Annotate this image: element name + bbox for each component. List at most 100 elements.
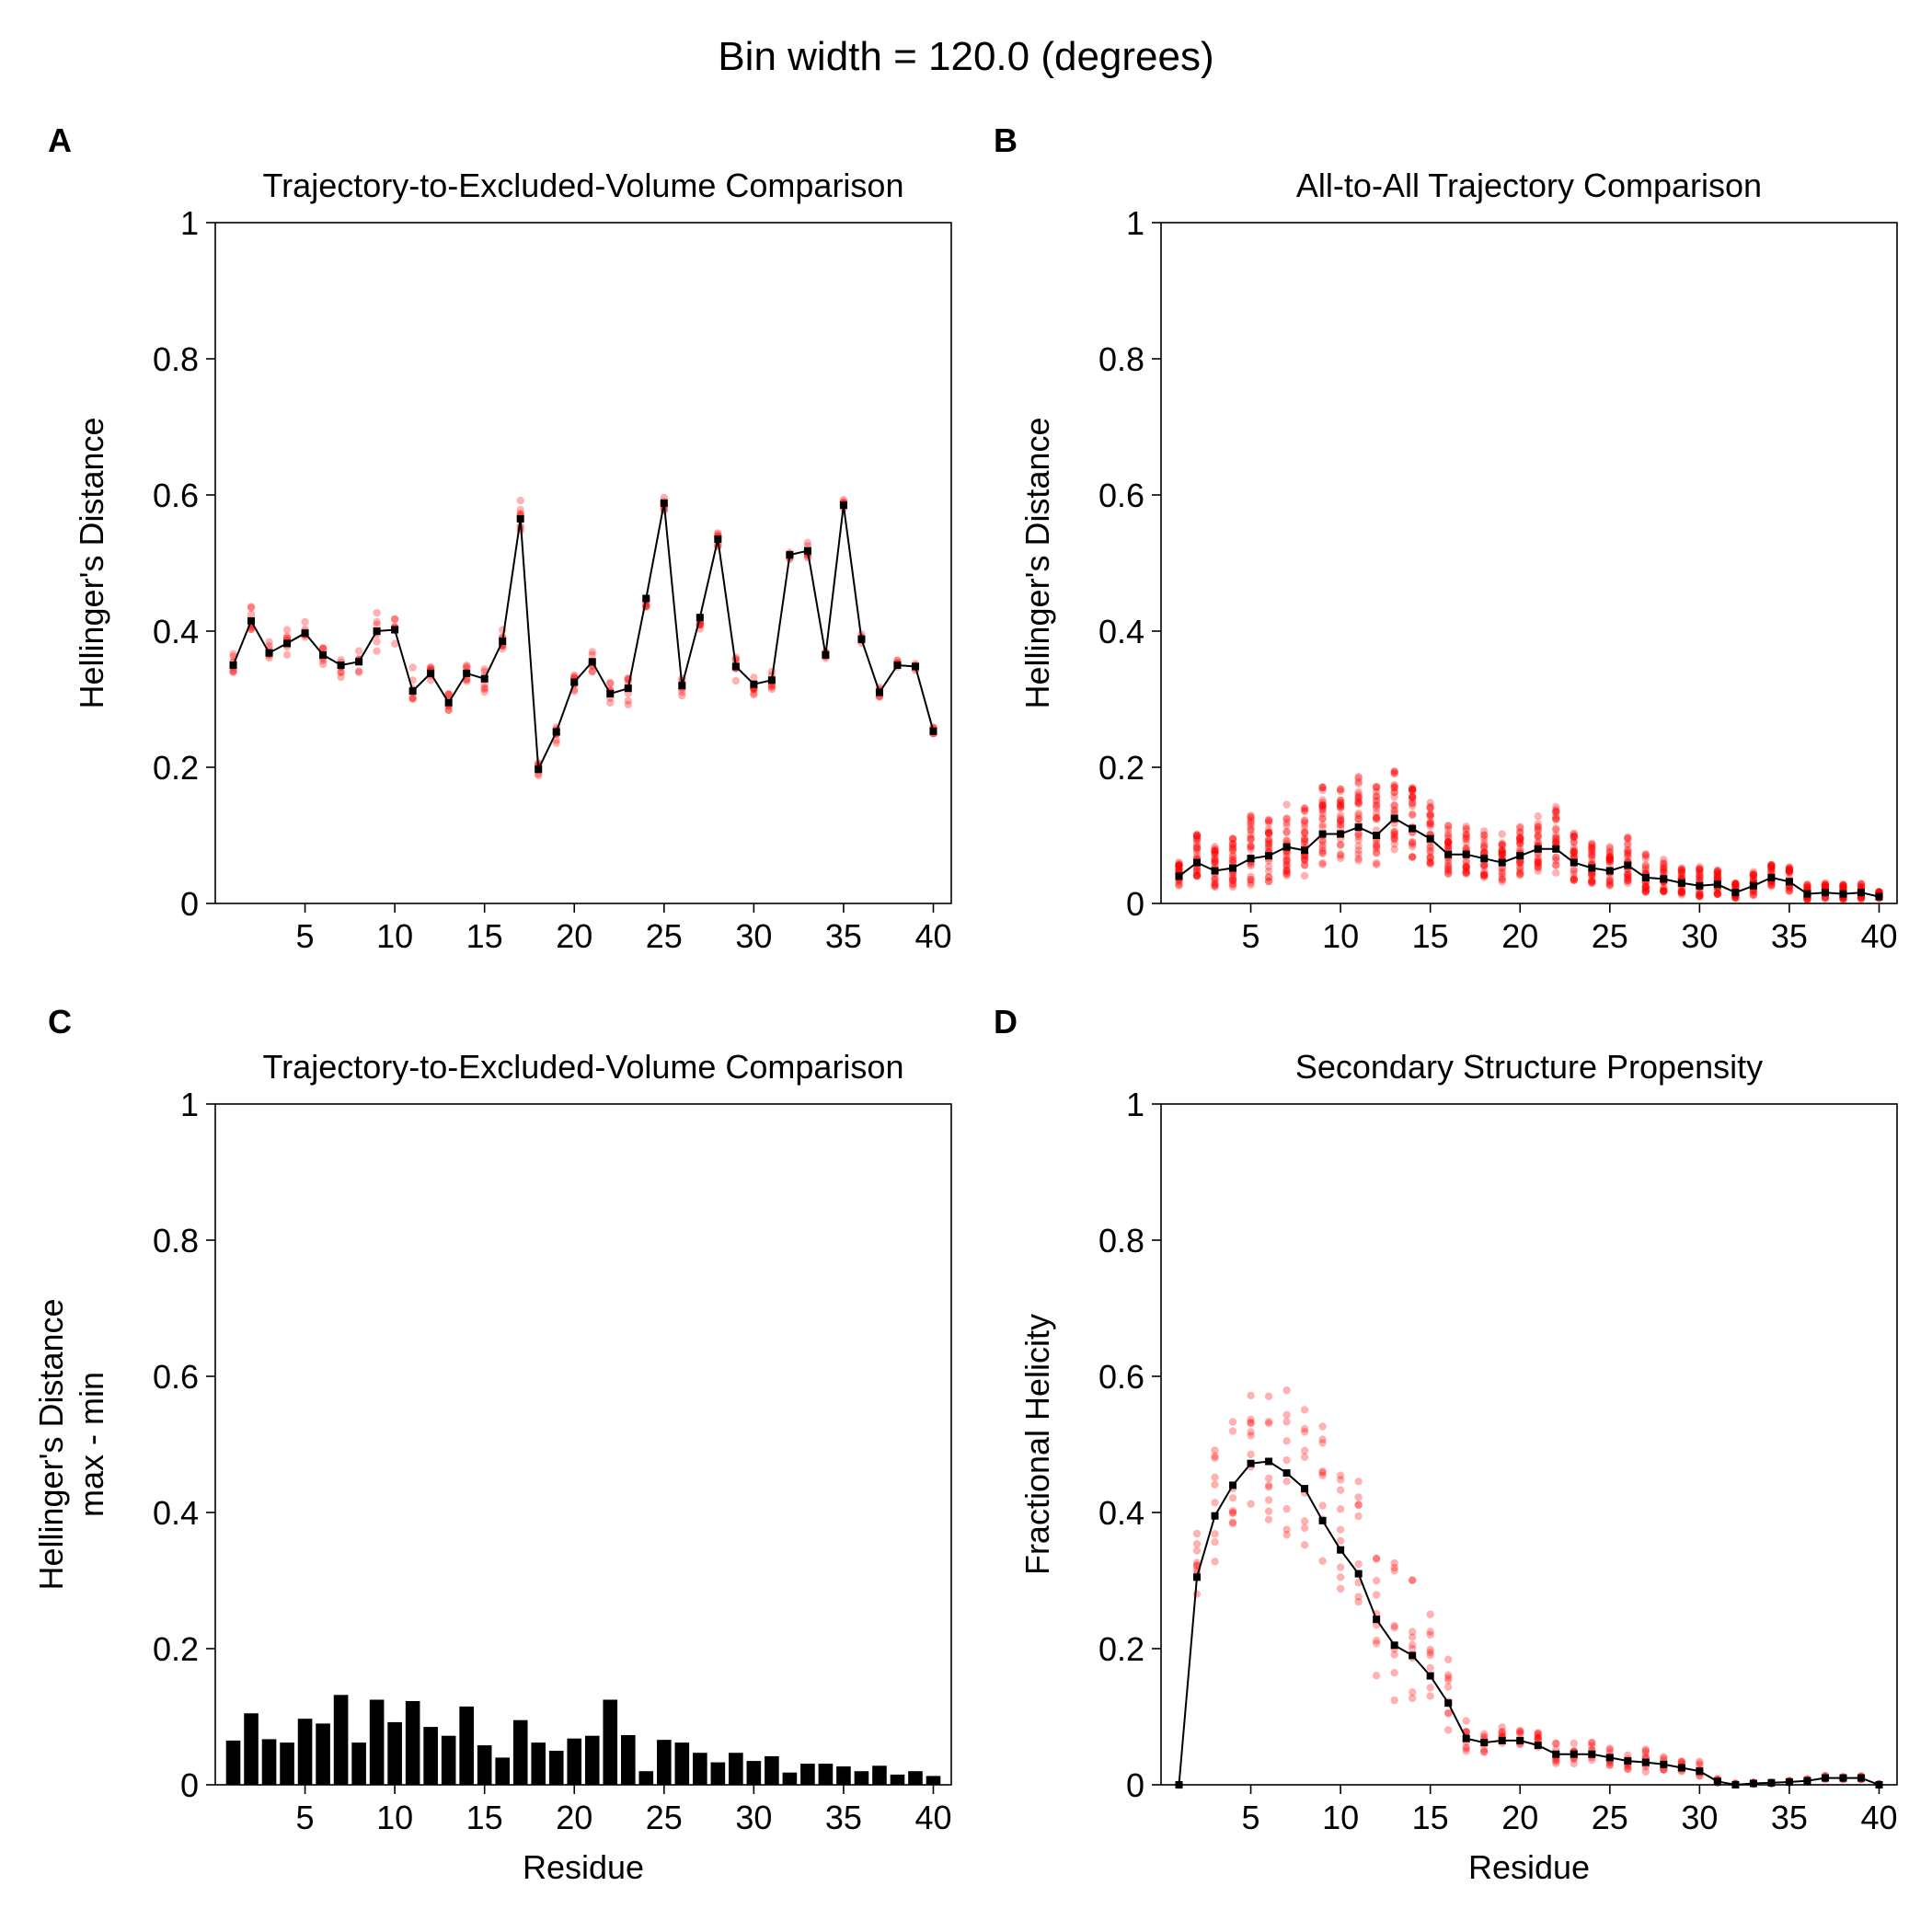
replicate-point [1175, 879, 1183, 887]
replicate-point [1443, 869, 1453, 879]
replicate-point [1300, 1541, 1309, 1549]
replicate-point [1264, 839, 1273, 848]
replicate-point [1534, 822, 1542, 832]
replicate-point [1785, 863, 1794, 871]
replicate-point [1534, 1729, 1542, 1737]
replicate-point [1516, 834, 1524, 843]
mean-marker [624, 684, 632, 693]
replicate-point [1318, 1422, 1327, 1431]
mean-marker [696, 614, 704, 622]
replicate-point [1300, 1406, 1309, 1414]
replicate-point [1282, 1504, 1291, 1513]
x-tick-label: 5 [1242, 917, 1260, 955]
replicate-point [1462, 867, 1470, 875]
replicate-point [1211, 880, 1219, 889]
replicate-point [1228, 1506, 1237, 1515]
mean-marker [355, 658, 363, 666]
replicate-point [1857, 880, 1866, 888]
replicate-point [1443, 839, 1453, 847]
bar [297, 1719, 313, 1785]
replicate-point [1534, 864, 1542, 872]
mean-marker [1480, 1739, 1489, 1747]
replicate-point [1264, 877, 1273, 886]
replicate-point [1264, 829, 1273, 838]
replicate-point [1624, 1751, 1632, 1760]
x-tick-label: 5 [1242, 1799, 1260, 1836]
y-tick-label: 1 [1126, 1086, 1144, 1123]
replicate-point [1785, 865, 1794, 873]
replicate-point [1605, 845, 1615, 853]
replicate-point [1552, 814, 1560, 822]
replicate-point [1624, 879, 1632, 887]
replicate-point [1282, 1437, 1291, 1445]
x-tick-label: 35 [1771, 1799, 1808, 1836]
replicate-point [1605, 853, 1615, 861]
mean-marker [463, 669, 471, 677]
replicate-point [1282, 1478, 1291, 1486]
replicate-point [1228, 835, 1237, 844]
replicate-point [1857, 895, 1866, 903]
replicate-point [1443, 837, 1453, 846]
replicate-point [1570, 838, 1578, 846]
replicate-point [354, 668, 363, 676]
replicate-point [1552, 1740, 1560, 1748]
x-tick-label: 15 [1412, 1799, 1449, 1836]
replicate-point [480, 684, 489, 694]
bar [333, 1695, 349, 1785]
bar [765, 1755, 779, 1785]
mean-marker [1660, 1760, 1668, 1768]
replicate-point [1534, 857, 1542, 865]
replicate-point [1462, 825, 1470, 834]
replicate-point [1480, 869, 1489, 878]
replicate-point [1443, 829, 1453, 838]
x-tick-label: 30 [1681, 1799, 1718, 1836]
replicate-point [1641, 883, 1650, 891]
replicate-point [1372, 842, 1381, 850]
replicate-point [1624, 852, 1632, 861]
replicate-point [1300, 856, 1309, 865]
replicate-point [1408, 1576, 1417, 1584]
replicate-point [1318, 1471, 1327, 1480]
mean-line [1178, 1460, 1880, 1787]
replicate-point [1282, 869, 1291, 878]
replicate-point [1192, 871, 1202, 880]
replicate-point [444, 690, 453, 699]
replicate-point [1641, 1746, 1650, 1755]
replicate-point [1354, 833, 1363, 841]
replicate-point [1390, 1567, 1398, 1575]
replicate-point [1228, 851, 1237, 859]
mean-marker [516, 514, 524, 523]
replicate-point [444, 690, 453, 698]
mean-marker [1660, 875, 1668, 883]
replicate-point [1318, 801, 1327, 810]
replicate-point [606, 680, 615, 688]
mean-marker [247, 616, 256, 625]
replicate-point [1192, 868, 1202, 877]
replicate-point [1749, 870, 1758, 879]
replicate-point [1480, 861, 1489, 869]
replicate-point [1534, 837, 1542, 846]
replicate-point [1660, 864, 1668, 872]
replicate-point [1282, 1386, 1291, 1395]
replicate-point [1605, 857, 1615, 866]
bar [620, 1734, 636, 1785]
mean-marker [1318, 1516, 1327, 1524]
mean-marker [1803, 890, 1811, 898]
replicate-point [1228, 839, 1237, 847]
replicate-point [1408, 810, 1417, 819]
replicate-point [1462, 868, 1470, 876]
replicate-point [1767, 862, 1776, 870]
replicate-point [1641, 864, 1650, 873]
replicate-point [1570, 829, 1578, 837]
replicate-point [1552, 839, 1560, 847]
replicate-point [1354, 811, 1363, 820]
replicate-point [606, 698, 615, 707]
replicate-point [1534, 1733, 1542, 1742]
mean-marker [929, 727, 937, 735]
mean-marker [750, 680, 758, 688]
replicate-point [1713, 867, 1722, 875]
replicate-point [1443, 822, 1453, 830]
replicate-point [1605, 877, 1615, 885]
replicate-point [1336, 841, 1345, 849]
replicate-point [1570, 844, 1578, 852]
